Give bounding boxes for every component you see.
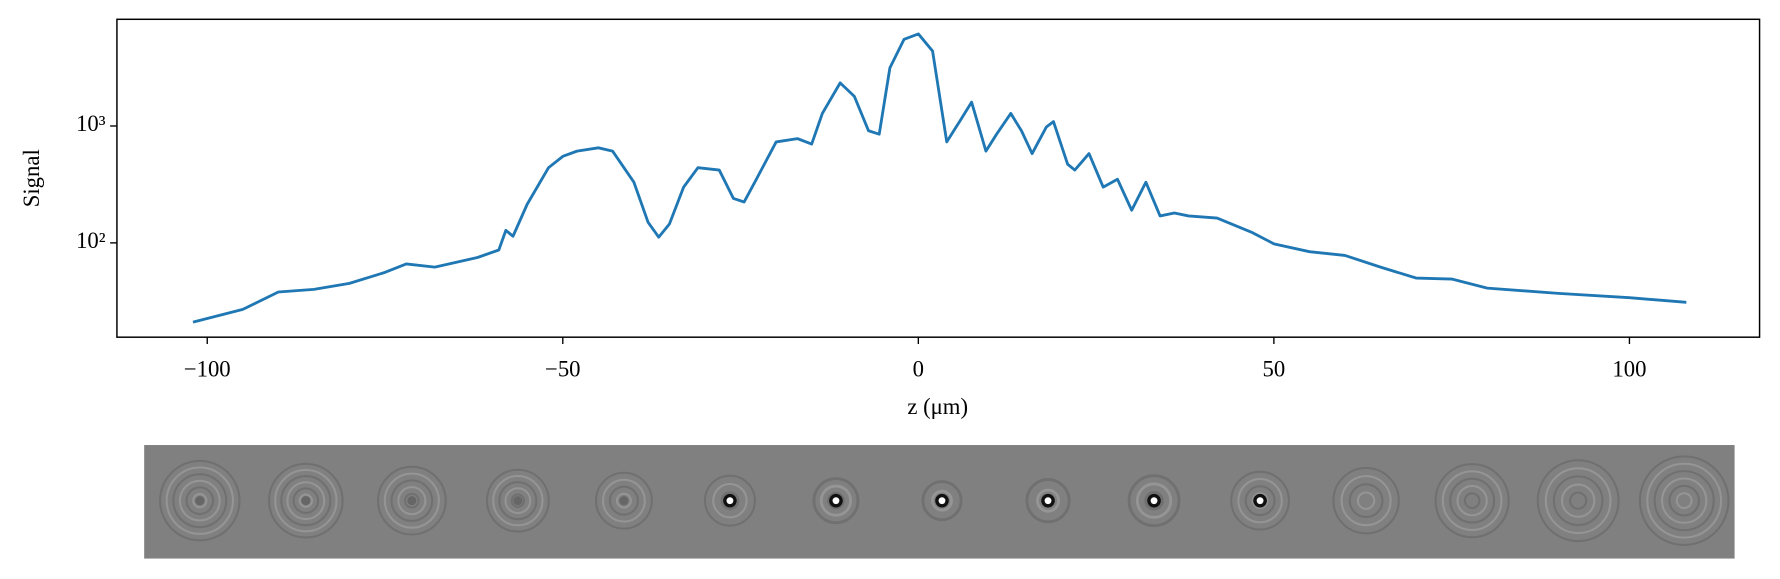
ring-images [159,455,1730,546]
ring [504,487,532,515]
ring-spot [832,497,840,505]
ring [292,487,320,514]
ring [286,481,326,521]
x-tick-label: 0 [913,356,924,381]
ring [280,475,332,527]
ring [1653,470,1715,532]
ring [268,462,344,539]
ring [1251,492,1269,509]
ring [1569,491,1588,510]
ring [1463,492,1481,509]
ring [185,486,215,515]
ring [1144,490,1164,511]
ring [1434,463,1510,539]
ring [1036,488,1060,513]
ring [1025,478,1071,524]
ring [1135,482,1173,519]
ring-spot [1256,497,1264,505]
ring [827,491,845,510]
y-axis-label: Signal [19,149,44,207]
plot: −100 −50 0 50 100 10² 10³ [76,32,1687,381]
ring [377,465,447,536]
x-tick-label: −100 [184,356,231,381]
ring [1646,462,1723,539]
ring [1668,484,1700,517]
ring [594,471,653,530]
ring [510,493,526,508]
ring [1356,491,1376,510]
ring [601,478,646,523]
ring-core [301,496,311,506]
ring-core [619,496,629,506]
ring-core [513,496,523,506]
ring [1675,492,1693,510]
ring [404,492,420,509]
ring [1348,483,1384,519]
ring [192,493,208,509]
ring [1456,484,1488,517]
ring [1340,475,1392,527]
ring [298,493,313,508]
ring [492,475,544,527]
ring [1661,477,1708,524]
ring [397,486,427,516]
ring [165,466,234,535]
ring [1536,459,1620,543]
x-axis-label: z (μm) [907,394,968,419]
ring-core [195,496,205,506]
ring [1441,470,1503,531]
ring [1332,466,1400,535]
ring [1127,474,1181,528]
plot-frame [116,18,1761,338]
ring [1552,475,1604,526]
ring [1449,477,1496,524]
ring-spot [1044,497,1052,505]
ring [390,479,434,523]
signal-line [192,32,1687,324]
ring [1237,477,1283,524]
ring [1244,485,1276,517]
ring [703,474,756,527]
ring [172,473,228,529]
ring [812,477,860,525]
ring [720,491,740,510]
ring-core [407,496,417,506]
x-tick-label: 50 [1263,356,1286,381]
ring [615,492,632,509]
ring-spot [1150,497,1158,505]
ring [819,484,853,517]
ring [921,480,963,522]
y-tick-label: 10³ [76,111,106,136]
ring [159,459,241,542]
x-tick-label: −50 [545,356,580,381]
ring [712,482,748,519]
ring [383,472,440,529]
ring [1638,455,1730,546]
ring [178,479,221,522]
ring [498,481,538,521]
ring [1544,467,1612,535]
y-tick-label: 10² [76,228,106,253]
x-tick-label: 100 [1612,356,1646,381]
ring-spot [726,497,734,505]
ring [608,485,639,516]
ring [274,468,338,533]
ring [931,489,953,512]
ring-spot [938,497,946,505]
ring [485,468,550,533]
ring [1561,483,1596,518]
ring [1230,470,1290,531]
